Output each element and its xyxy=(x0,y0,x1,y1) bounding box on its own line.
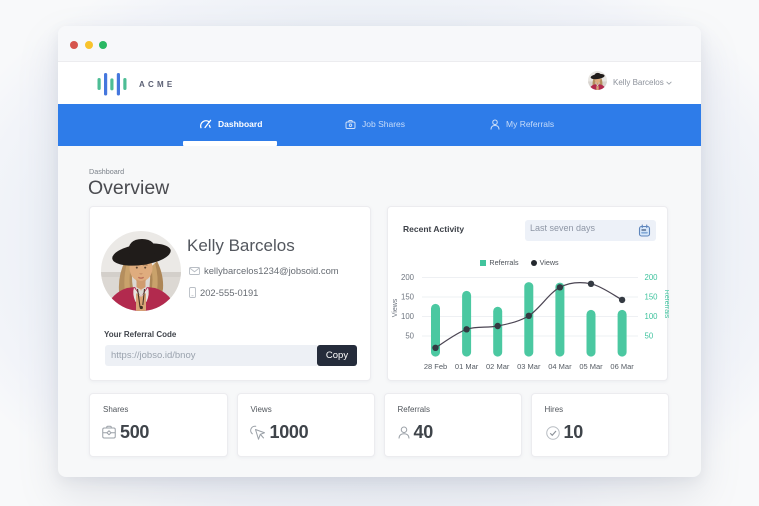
svg-text:50: 50 xyxy=(405,332,414,341)
svg-text:150: 150 xyxy=(645,293,659,302)
svg-text:100: 100 xyxy=(401,312,415,321)
svg-text:200: 200 xyxy=(645,273,659,282)
svg-text:28 Feb: 28 Feb xyxy=(424,362,447,371)
svg-text:05 Mar: 05 Mar xyxy=(579,362,603,371)
svg-text:200: 200 xyxy=(401,273,415,282)
svg-text:150: 150 xyxy=(401,293,415,302)
svg-text:Referrals: Referrals xyxy=(663,290,669,319)
svg-text:100: 100 xyxy=(645,312,659,321)
svg-text:50: 50 xyxy=(645,332,654,341)
svg-text:06 Mar: 06 Mar xyxy=(610,362,634,371)
svg-text:Views: Views xyxy=(392,298,399,317)
svg-text:04 Mar: 04 Mar xyxy=(548,362,572,371)
svg-text:02 Mar: 02 Mar xyxy=(486,362,510,371)
svg-text:01 Mar: 01 Mar xyxy=(455,362,479,371)
svg-text:03 Mar: 03 Mar xyxy=(517,362,541,371)
